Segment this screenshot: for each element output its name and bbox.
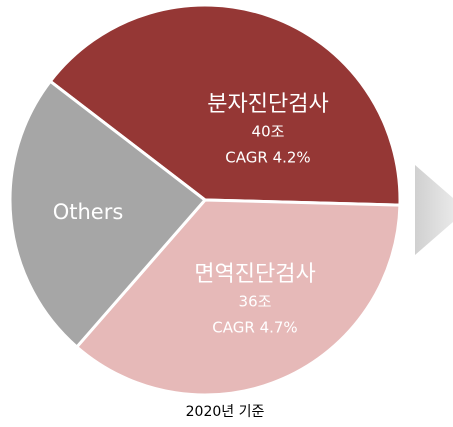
value-label: 36조 xyxy=(239,293,272,311)
pie-slice xyxy=(48,3,402,207)
footnote: 2020년 기준 xyxy=(186,404,265,420)
cagr-label: CAGR 4.7% xyxy=(212,319,297,337)
cagr-label: CAGR 4.2% xyxy=(225,149,310,167)
pie-slice xyxy=(8,79,207,349)
slice-label: 면역진단검사 xyxy=(194,262,315,287)
slice-label: Others xyxy=(53,200,124,224)
arrow-shape xyxy=(415,165,453,255)
pie-slice xyxy=(75,198,402,397)
value-label: 40조 xyxy=(252,123,285,141)
slice-label: 분자진단검사 xyxy=(207,92,328,117)
